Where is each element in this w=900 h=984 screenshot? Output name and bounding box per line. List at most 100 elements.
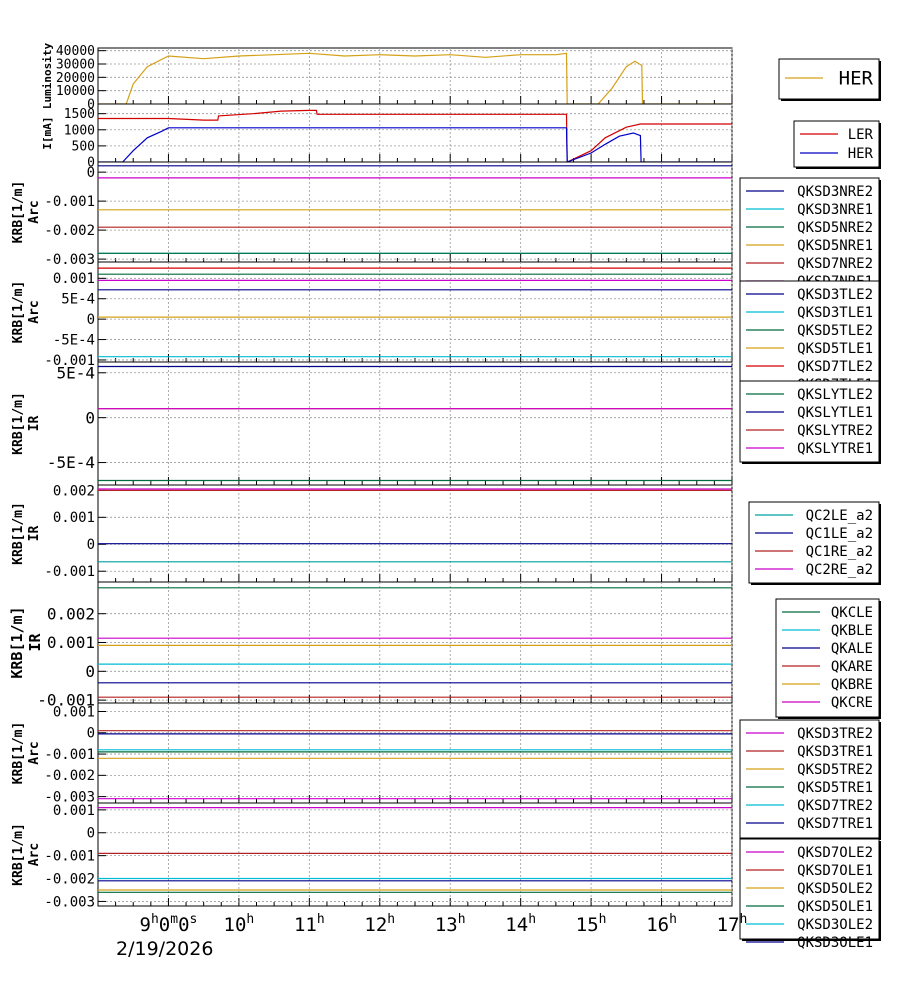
y-tick-label: -0.001	[37, 691, 95, 710]
legend-entry-qc1le_a2: QC1LE_a2	[806, 526, 873, 542]
y-axis-label-line: IR	[27, 526, 42, 542]
y-axis-label-line: KRB[1/m]	[11, 823, 26, 886]
legend-entry-qksd3tle1: QKSD3TLE1	[797, 305, 873, 321]
legend-entry-qksd3ole2: QKSD3OLE2	[797, 917, 873, 933]
legend-entry-qksd3tle2: QKSD3TLE2	[797, 287, 873, 303]
x-tick-label: 16h	[646, 912, 677, 936]
legend-entry-qksd7ole2: QKSD7OLE2	[797, 845, 873, 861]
y-tick-label: 1500	[64, 107, 95, 122]
y-axis-label: KRB[1/m]Arc	[11, 181, 42, 244]
x-tick-label-part: h	[458, 912, 466, 927]
y-tick-label: 0.001	[53, 704, 95, 720]
y-tick-label: -0.002	[44, 223, 95, 239]
y-axis-label-line: I[mA]	[41, 116, 54, 149]
panel-7: 0.002 0.001 0 -0.001 KRB[1/m]IR QKCLE QKBLE QKA…	[8, 581, 881, 719]
y-axis-label-line: Arc	[27, 200, 42, 223]
panel-6: 0.0020.0010-0.001KRB[1/m]IRQC2LE_a2QC1LE…	[11, 483, 881, 585]
panel-5: 5E-40-5E-4KRB[1/m]IRQKSLYTLE2QKSLYTLE1QK…	[11, 361, 881, 486]
y-tick-label: 0	[87, 537, 95, 553]
legend-entry-qksd3tre1: QKSD3TRE1	[797, 744, 873, 760]
x-tick-label: 11h	[294, 912, 325, 936]
legend-box	[778, 58, 880, 100]
y-axis-label: KRB[1/m]Arc	[11, 722, 42, 785]
legend-entry-qkslytre1: QKSLYTRE1	[797, 441, 873, 457]
y-tick-label: 10000	[56, 84, 95, 99]
legend-entry-ler: LER	[848, 127, 874, 143]
legend-entry-qksd5tre1: QKSD5TRE1	[797, 780, 873, 796]
series-line-her	[98, 52, 732, 105]
y-tick-label: 1000	[64, 123, 95, 138]
legend-box	[739, 280, 880, 400]
y-tick-label: -0.001	[44, 353, 95, 369]
legend: LER HER	[793, 120, 881, 169]
legend-entry-qkslytle2: QKSLYTLE2	[797, 387, 873, 403]
y-tick-label: 0	[87, 826, 95, 842]
legend-entry-qksd3ole1: QKSD3OLE1	[797, 935, 873, 951]
y-axis-label: KRB[1/m]Arc	[11, 281, 42, 344]
plot-frame	[97, 484, 733, 583]
x-tick-label-part: s	[190, 912, 198, 927]
legend: QC2LE_a2 QC1LE_a2 QC1RE_a2 QC2RE_a2	[748, 501, 881, 585]
y-axis-label-line: KRB[1/m]	[11, 181, 26, 244]
x-tick-label-part: 10	[224, 914, 247, 936]
legend-entry-qkale: QKALE	[831, 641, 873, 657]
y-tick-label: -0.003	[44, 894, 95, 910]
y-tick-label: -0.001	[44, 194, 95, 210]
legend-entry-qkble: QKBLE	[831, 623, 873, 639]
legend-entry-qksd3tre2: QKSD3TRE2	[797, 726, 873, 742]
y-tick-label: 0	[85, 662, 95, 681]
x-tick-label-part: 11	[294, 914, 317, 936]
y-tick-label: 0.002	[47, 604, 95, 623]
x-tick-label: 13h	[435, 912, 466, 936]
plot-frame	[97, 161, 733, 263]
y-axis-label-line: Arc	[27, 741, 42, 764]
y-tick-label: 0.001	[53, 510, 95, 526]
y-axis-label-line: IR	[26, 633, 44, 652]
panel-8: 0.0010-0.001-0.002-0.003KRB[1/m]ArcQKSD3…	[11, 702, 881, 840]
legend-entry-qksd5ole2: QKSD5OLE2	[797, 881, 873, 897]
y-tick-label: -0.002	[44, 871, 95, 887]
y-tick-label: -5E-4	[53, 332, 95, 348]
y-tick-label: 0.001	[53, 271, 95, 287]
y-axis-label-line: Luminosity	[41, 43, 54, 110]
legend-entry-qkslytre2: QKSLYTRE2	[797, 423, 873, 439]
legend: QKSLYTLE2 QKSLYTLE1 QKSLYTRE2 QKSLYTRE1	[739, 380, 881, 464]
legend-box	[775, 598, 880, 718]
y-tick-label: 30000	[56, 58, 95, 73]
y-tick-label: 0	[87, 726, 95, 742]
y-axis-label-line: KRB[1/m]	[11, 502, 26, 565]
x-tick-label-part: h	[528, 912, 536, 927]
y-tick-label: -0.001	[44, 747, 95, 763]
x-tick-label-part: h	[317, 912, 325, 927]
y-tick-label: -0.001	[44, 849, 95, 865]
legend-box	[739, 838, 880, 940]
legend: QKSD7OLE2 QKSD7OLE1 QKSD5OLE2 QKSD5OLE1 QKSD…	[739, 838, 881, 951]
x-tick-label-part: h	[599, 912, 607, 927]
y-tick-label: 5E-4	[56, 363, 95, 382]
legend: QKSD3NRE2 QKSD3NRE1 QKSD5NRE2 QKSD5NRE1 QKSD…	[739, 177, 881, 298]
legend-entry-qc2re_a2: QC2RE_a2	[806, 562, 873, 578]
x-tick-label: 10h	[224, 912, 255, 936]
x-tick-label: 12h	[364, 912, 395, 936]
legend-box	[739, 719, 880, 839]
panel-3: 0-0.001-0.002-0.003KRB[1/m]ArcQKSD3NRE2Q…	[11, 161, 881, 298]
y-axis-label-line: Arc	[27, 843, 42, 866]
x-tick-label-part: 9	[140, 914, 151, 936]
y-axis-label: KRB[1/m]IR	[11, 502, 42, 565]
y-axis-label-line: Arc	[27, 300, 42, 323]
legend-entry-qksd7ole1: QKSD7OLE1	[797, 863, 873, 879]
y-axis-label-line: KRB[1/m]	[11, 281, 26, 344]
y-axis-label-line: KRB[1/m]	[11, 392, 26, 455]
legend-entry-qksd5tle2: QKSD5TLE2	[797, 323, 873, 339]
x-tick-label-part: h	[387, 912, 395, 927]
legend-entry-qksd7tre1: QKSD7TRE1	[797, 816, 873, 832]
y-tick-label: -0.003	[44, 790, 95, 806]
legend-entry-her: HER	[839, 68, 874, 90]
y-tick-label: 0.002	[53, 483, 95, 499]
legend-entry-qksd5nre2: QKSD5NRE2	[797, 220, 873, 236]
y-axis-label-line: KRB[1/m]	[11, 722, 26, 785]
x-tick-label-part: 0	[159, 914, 170, 936]
